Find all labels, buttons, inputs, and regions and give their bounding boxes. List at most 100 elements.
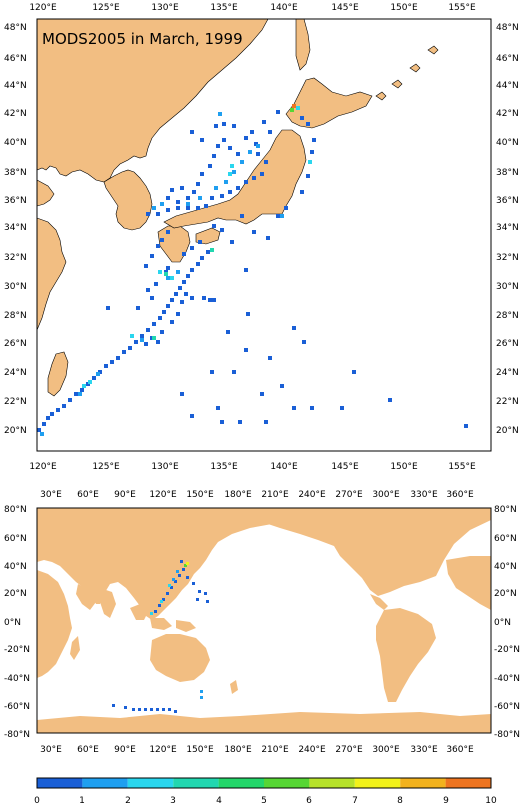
colorbar-swatch	[37, 778, 83, 788]
colorbar-label: 10	[485, 796, 497, 806]
svg-text:40°N: 40°N	[4, 562, 27, 572]
svg-text:42°N: 42°N	[496, 109, 519, 119]
svg-text:180°E: 180°E	[224, 745, 252, 755]
regional-map-frame	[36, 18, 492, 452]
svg-text:40°N: 40°N	[496, 138, 519, 148]
svg-text:-20°N: -20°N	[4, 645, 30, 655]
svg-text:300°E: 300°E	[372, 745, 400, 755]
global-map-frame	[36, 507, 492, 734]
colorbar-label: 6	[306, 796, 312, 806]
svg-text:130°E: 130°E	[151, 3, 179, 13]
svg-text:-20°N: -20°N	[494, 645, 520, 655]
svg-text:0°N: 0°N	[494, 618, 511, 628]
svg-text:28°N: 28°N	[4, 311, 27, 321]
global-map-panel: 30°E 60°E 90°E 120°E 150°E 180°E 210°E 2…	[4, 490, 520, 755]
svg-text:-60°N: -60°N	[494, 702, 520, 712]
regional-observation-cells	[37, 104, 468, 436]
colorbar-label: 2	[125, 796, 131, 806]
global-top-x-ticks: 30°E 60°E 90°E 120°E 150°E 180°E 210°E 2…	[40, 490, 474, 500]
svg-text:48°N: 48°N	[496, 23, 519, 33]
svg-text:-40°N: -40°N	[494, 674, 520, 684]
svg-text:24°N: 24°N	[496, 368, 519, 378]
svg-text:135°E: 135°E	[210, 462, 238, 472]
svg-text:210°E: 210°E	[261, 490, 289, 500]
colorbar-label: 8	[397, 796, 403, 806]
svg-text:-80°N: -80°N	[4, 730, 30, 740]
svg-text:125°E: 125°E	[92, 3, 120, 13]
colorbar-swatches	[37, 778, 491, 788]
svg-text:22°N: 22°N	[4, 397, 27, 407]
svg-text:44°N: 44°N	[496, 81, 519, 91]
svg-text:20°N: 20°N	[496, 426, 519, 436]
svg-text:40°N: 40°N	[494, 562, 517, 572]
colorbar-swatch	[445, 778, 491, 788]
svg-text:48°N: 48°N	[4, 23, 27, 33]
svg-text:120°E: 120°E	[29, 3, 57, 13]
colorbar-label: 7	[352, 796, 358, 806]
svg-text:34°N: 34°N	[4, 223, 27, 233]
svg-text:38°N: 38°N	[4, 168, 27, 178]
colorbar-swatch	[400, 778, 446, 788]
colorbar-swatch	[127, 778, 174, 788]
svg-text:145°E: 145°E	[331, 3, 359, 13]
colorbar-swatch	[354, 778, 401, 788]
svg-text:270°E: 270°E	[335, 490, 363, 500]
colorbar-swatch	[309, 778, 355, 788]
svg-text:300°E: 300°E	[372, 490, 400, 500]
svg-text:90°E: 90°E	[114, 745, 136, 755]
svg-text:46°N: 46°N	[496, 54, 519, 64]
svg-text:150°E: 150°E	[390, 462, 418, 472]
svg-text:60°N: 60°N	[4, 534, 27, 544]
svg-text:330°E: 330°E	[410, 490, 438, 500]
svg-text:240°E: 240°E	[298, 745, 326, 755]
svg-text:140°E: 140°E	[270, 462, 298, 472]
svg-text:24°N: 24°N	[4, 368, 27, 378]
svg-text:26°N: 26°N	[4, 339, 27, 349]
svg-text:20°N: 20°N	[494, 589, 517, 599]
svg-text:150°E: 150°E	[186, 490, 214, 500]
svg-text:-60°N: -60°N	[4, 702, 30, 712]
svg-text:150°E: 150°E	[390, 3, 418, 13]
svg-text:32°N: 32°N	[496, 253, 519, 263]
colorbar-swatch	[82, 778, 128, 788]
svg-text:180°E: 180°E	[224, 490, 252, 500]
svg-text:30°N: 30°N	[496, 282, 519, 292]
svg-text:36°N: 36°N	[496, 196, 519, 206]
svg-text:210°E: 210°E	[261, 745, 289, 755]
svg-text:120°E: 120°E	[149, 745, 177, 755]
colorbar-swatch	[264, 778, 310, 788]
svg-text:34°N: 34°N	[496, 223, 519, 233]
global-bottom-x-ticks: 30°E 60°E 90°E 120°E 150°E 180°E 210°E 2…	[40, 745, 474, 755]
svg-text:135°E: 135°E	[210, 3, 238, 13]
regional-bottom-x-ticks: 120°E 125°E 130°E 135°E 140°E 145°E 150°…	[29, 462, 476, 472]
svg-text:145°E: 145°E	[331, 462, 359, 472]
colorbar-label: 1	[79, 796, 85, 806]
svg-text:28°N: 28°N	[496, 311, 519, 321]
svg-text:125°E: 125°E	[92, 462, 120, 472]
regional-right-y-ticks: 48°N 46°N 44°N 42°N 40°N 38°N 36°N 34°N …	[496, 23, 519, 436]
svg-text:270°E: 270°E	[335, 745, 363, 755]
svg-text:330°E: 330°E	[410, 745, 438, 755]
svg-text:240°E: 240°E	[298, 490, 326, 500]
regional-left-y-ticks: 48°N 46°N 44°N 42°N 40°N 38°N 36°N 34°N …	[4, 23, 27, 436]
svg-text:20°N: 20°N	[4, 426, 27, 436]
svg-text:36°N: 36°N	[4, 196, 27, 206]
svg-text:60°N: 60°N	[494, 534, 517, 544]
map-title: MODS2005 in March, 1999	[42, 30, 243, 48]
colorbar-label: 0	[34, 796, 40, 806]
svg-text:42°N: 42°N	[4, 109, 27, 119]
global-land	[37, 508, 491, 733]
regional-top-x-ticks: 120°E 125°E 130°E 135°E 140°E 145°E 150°…	[29, 3, 476, 13]
regional-map-panel: MODS2005 in March, 1999 120°E 125°E 130°…	[4, 3, 519, 472]
svg-text:140°E: 140°E	[270, 3, 298, 13]
colorbar-label: 5	[261, 796, 267, 806]
svg-text:22°N: 22°N	[496, 397, 519, 407]
regional-land	[36, 18, 439, 397]
svg-text:60°E: 60°E	[77, 490, 99, 500]
colorbar: 0 1 2 3 4 5 6 7 8 9 10	[34, 777, 497, 806]
svg-text:130°E: 130°E	[151, 462, 179, 472]
svg-text:38°N: 38°N	[496, 168, 519, 178]
svg-text:60°E: 60°E	[77, 745, 99, 755]
svg-text:40°N: 40°N	[4, 138, 27, 148]
